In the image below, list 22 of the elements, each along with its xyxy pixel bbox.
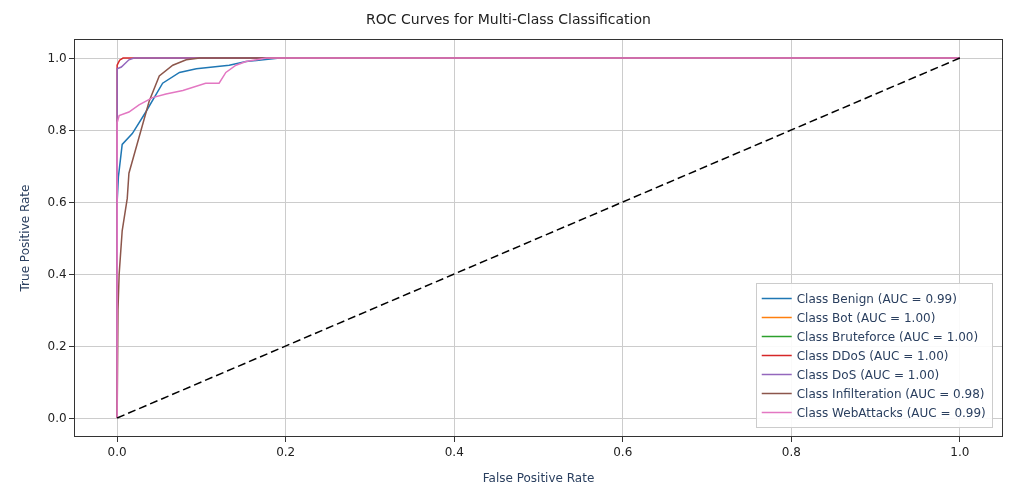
y-tick-label: 0.4 xyxy=(47,267,67,282)
x-tick-label: 0.0 xyxy=(107,445,127,460)
y-tick-label: 0.2 xyxy=(47,339,67,354)
legend-label: Class Benign (AUC = 0.99) xyxy=(796,292,957,307)
x-tick-label: 0.4 xyxy=(444,445,464,460)
x-tick-label: 0.2 xyxy=(276,445,296,460)
legend-label: Class Bot (AUC = 1.00) xyxy=(796,311,936,326)
y-tick-label: 1.0 xyxy=(47,51,67,66)
chart-title: ROC Curves for Multi-Class Classification xyxy=(366,11,651,28)
legend-label: Class WebAttacks (AUC = 0.99) xyxy=(796,406,986,421)
y-tick-label: 0.8 xyxy=(47,123,67,138)
x-tick-label: 0.8 xyxy=(781,445,801,460)
legend-label: Class Infilteration (AUC = 0.98) xyxy=(796,387,985,402)
y-tick-label: 0.0 xyxy=(47,411,67,426)
x-tick-label: 1.0 xyxy=(950,445,970,460)
y-tick-label: 0.6 xyxy=(47,195,67,210)
y-axis-title: True Positive Rate xyxy=(17,184,32,293)
legend-label: Class Bruteforce (AUC = 1.00) xyxy=(796,330,979,345)
x-tick-label: 0.6 xyxy=(613,445,633,460)
legend-label: Class DDoS (AUC = 1.00) xyxy=(796,349,949,364)
x-axis-title: False Positive Rate xyxy=(482,471,595,486)
legend-label: Class DoS (AUC = 1.00) xyxy=(796,368,940,383)
